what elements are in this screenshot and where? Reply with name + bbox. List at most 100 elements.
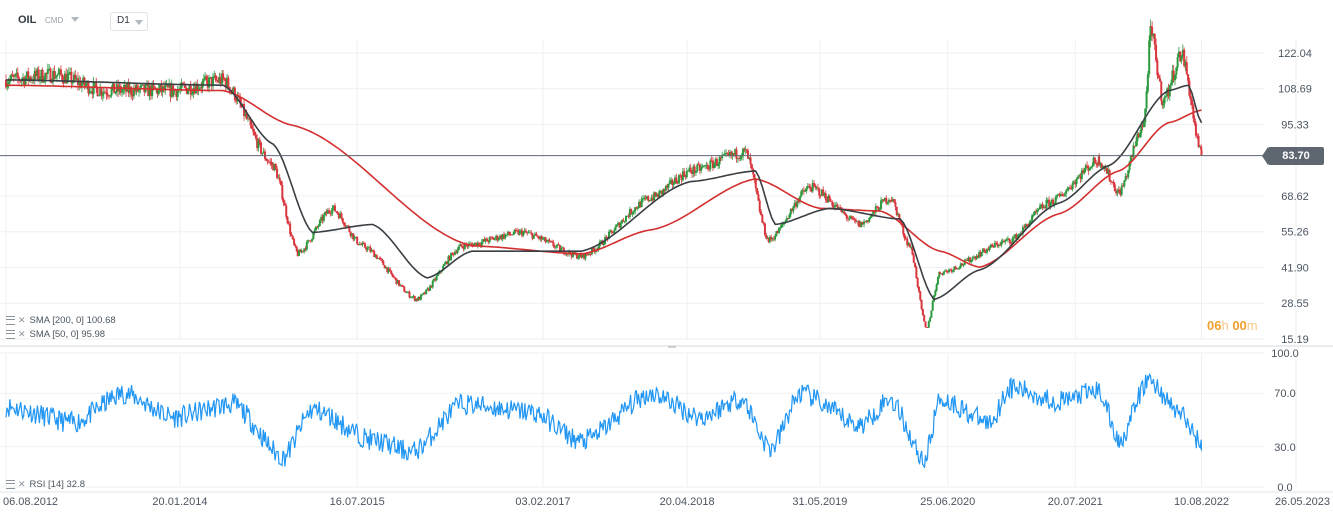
price-tick-label: 28.55 — [1281, 298, 1309, 310]
candle-body — [876, 206, 879, 208]
candle-body — [110, 88, 113, 96]
candle-body — [56, 75, 59, 77]
candle-body — [942, 271, 945, 275]
candle-body — [535, 233, 538, 237]
candle-body — [1191, 99, 1194, 106]
candle-body — [557, 244, 560, 246]
candle-body — [974, 256, 977, 260]
candle-body — [739, 157, 742, 159]
date-tick-label: 20.04.2018 — [660, 496, 715, 508]
timeframe-select[interactable]: D1 — [110, 12, 148, 31]
candle-body — [479, 244, 482, 246]
candle-body — [70, 71, 73, 84]
candle-body — [443, 263, 446, 266]
candle-body — [476, 242, 479, 247]
candle-body — [1164, 96, 1167, 98]
candle-body — [63, 73, 66, 84]
candle-body — [478, 242, 481, 245]
candle-body — [1160, 81, 1163, 101]
candle-body — [768, 236, 771, 242]
candle-body — [303, 248, 306, 252]
candle-body — [1193, 118, 1196, 124]
candle-body — [1170, 82, 1173, 86]
settings-lines-icon[interactable] — [6, 479, 15, 489]
candle-body — [891, 199, 894, 202]
symbol-dropdown-icon[interactable] — [71, 17, 79, 22]
close-icon[interactable]: ✕ — [18, 329, 26, 339]
candle-body — [175, 90, 178, 97]
candle-body — [577, 257, 580, 259]
candle-body — [463, 243, 466, 249]
candle-body — [615, 224, 618, 227]
candle-body — [82, 77, 85, 84]
candle-body — [119, 86, 122, 93]
symbol-label[interactable]: OIL — [18, 14, 37, 26]
candle-body — [293, 239, 296, 245]
candle-body — [592, 248, 595, 250]
candle-body — [1046, 199, 1049, 201]
candle-body — [911, 247, 914, 255]
settings-lines-icon[interactable] — [6, 329, 15, 339]
candle-body — [1189, 95, 1192, 100]
candle-body — [378, 258, 381, 259]
candle-body — [290, 234, 293, 236]
candle-body — [404, 291, 407, 293]
settings-lines-icon[interactable] — [6, 315, 15, 325]
candle-body — [149, 86, 152, 96]
candle-body — [1183, 49, 1186, 67]
candle-body — [1087, 166, 1090, 171]
candle-body — [434, 278, 437, 281]
candle-body — [330, 212, 333, 214]
candle-body — [455, 251, 458, 253]
candle-body — [145, 84, 148, 85]
candle-body — [861, 222, 864, 225]
candle-body — [354, 236, 357, 238]
candle-body — [967, 257, 970, 261]
candle-body — [243, 103, 246, 117]
candle-body — [999, 244, 1002, 246]
candle-body — [1014, 234, 1017, 238]
candle-body — [222, 73, 225, 79]
candle-body — [767, 238, 770, 242]
candle-body — [1062, 195, 1065, 197]
candle-body — [1006, 238, 1009, 240]
candle-body — [1120, 185, 1123, 195]
candle-body — [62, 80, 65, 84]
candle-body — [377, 258, 380, 259]
candlestick-series — [5, 19, 1203, 328]
close-icon[interactable]: ✕ — [18, 315, 26, 325]
candle-body — [696, 164, 699, 172]
candle-body — [517, 230, 520, 235]
candle-body — [1184, 62, 1187, 67]
candle-body — [541, 238, 544, 240]
candle-body — [647, 196, 650, 201]
candle-body — [672, 183, 675, 186]
candle-body — [540, 236, 543, 240]
candle-body — [883, 197, 886, 202]
date-tick-label: 20.07.2021 — [1048, 496, 1103, 508]
candle-body — [357, 243, 360, 246]
date-tick-label: 16.07.2015 — [330, 496, 385, 508]
candle-body — [461, 245, 464, 247]
candle-body — [341, 218, 344, 223]
close-icon[interactable]: ✕ — [18, 479, 26, 489]
candle-body — [738, 158, 741, 159]
candle-body — [719, 157, 722, 159]
candle-body — [501, 234, 504, 240]
candle-body — [496, 235, 499, 241]
candle-body — [1019, 233, 1022, 235]
candle-body — [778, 227, 781, 234]
candle-body — [679, 175, 682, 177]
candle-body — [1098, 156, 1101, 166]
candle-body — [926, 327, 929, 328]
candle-body — [343, 222, 346, 226]
candle-body — [970, 260, 973, 263]
candle-body — [412, 295, 415, 297]
candle-body — [459, 244, 462, 247]
candle-body — [447, 256, 450, 264]
candle-body — [743, 148, 746, 150]
candle-body — [837, 207, 840, 210]
candle-body — [539, 236, 542, 239]
candle-body — [332, 205, 335, 208]
